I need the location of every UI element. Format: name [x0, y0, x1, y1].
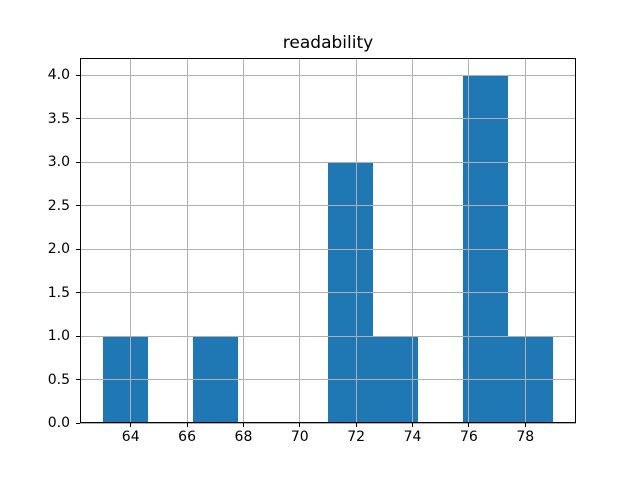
y-tick-label: 0.0 [47, 415, 70, 431]
x-tick-mark [468, 423, 470, 427]
y-tick-label: 2.5 [47, 197, 70, 214]
y-tick-label: 3.5 [47, 110, 70, 127]
x-tick-label: 68 [234, 429, 253, 445]
gridline-vertical [468, 58, 470, 423]
gridline-horizontal [80, 118, 576, 120]
gridline-horizontal [80, 248, 576, 250]
gridline-vertical [299, 58, 301, 423]
x-tick-label: 64 [121, 429, 140, 445]
gridline-horizontal [80, 205, 576, 207]
x-tick-mark [130, 423, 132, 427]
gridline-vertical [355, 58, 357, 423]
x-tick-mark [299, 423, 301, 427]
x-tick-label: 72 [347, 429, 366, 445]
y-tick-label: 3.0 [47, 154, 70, 171]
gridline-horizontal [80, 292, 576, 294]
x-tick-label: 66 [178, 429, 196, 445]
y-tick-mark [76, 248, 80, 250]
x-tick-mark [355, 423, 357, 427]
gridline-vertical [130, 58, 132, 423]
chart-title: readability [282, 33, 374, 53]
y-tick-mark [76, 161, 80, 163]
gridline-vertical [524, 58, 526, 423]
gridline-horizontal [80, 161, 576, 163]
y-tick-mark [76, 335, 80, 337]
gridline-vertical [242, 58, 244, 423]
gridline-vertical [186, 58, 188, 423]
x-tick-label: 76 [459, 429, 478, 445]
y-tick-mark [76, 74, 80, 76]
y-tick-label: 2.0 [47, 241, 70, 258]
y-tick-mark [76, 118, 80, 120]
grid-layer [80, 58, 576, 424]
plot-area [80, 58, 576, 424]
y-tick-mark [76, 205, 80, 207]
gridline-horizontal [80, 335, 576, 337]
y-tick-label: 0.5 [47, 371, 70, 388]
y-tick-label: 1.0 [47, 328, 70, 345]
y-tick-mark [76, 292, 80, 294]
x-tick-mark [524, 423, 526, 427]
x-tick-label: 78 [516, 429, 535, 445]
gridline-horizontal [80, 74, 576, 76]
y-tick-mark [76, 379, 80, 381]
y-tick-label: 1.5 [47, 284, 70, 301]
x-tick-mark [242, 423, 244, 427]
gridline-vertical [412, 58, 414, 423]
x-tick-mark [412, 423, 414, 427]
gridline-horizontal [80, 422, 576, 424]
gridline-horizontal [80, 379, 576, 381]
x-tick-label: 74 [403, 429, 422, 445]
x-tick-label: 70 [290, 429, 309, 445]
y-tick-mark [76, 422, 80, 424]
x-tick-mark [186, 423, 188, 427]
y-tick-label: 4.0 [47, 67, 70, 84]
